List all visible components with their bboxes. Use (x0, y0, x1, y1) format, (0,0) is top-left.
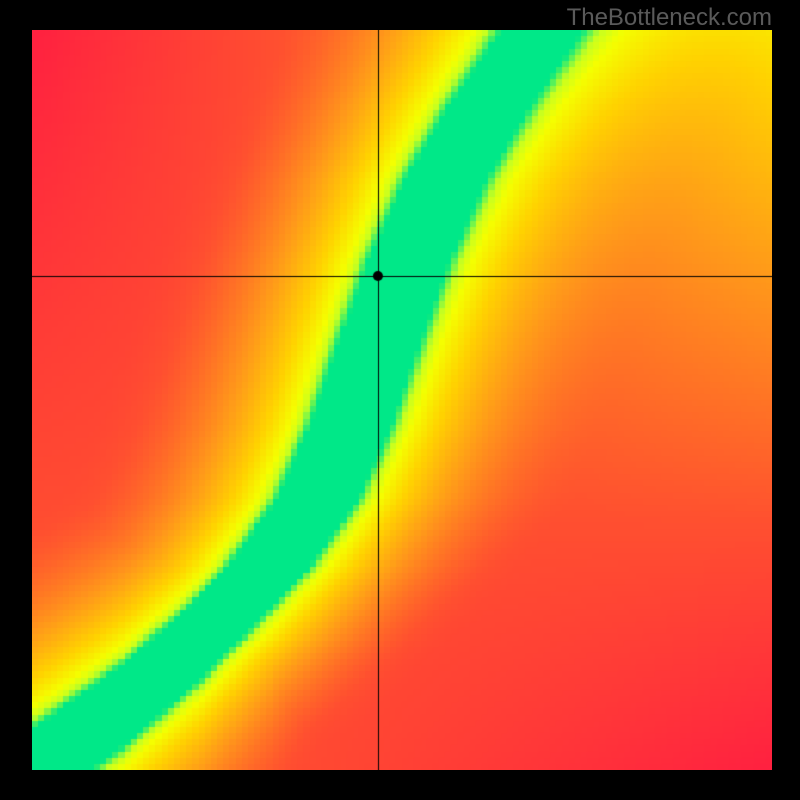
watermark-text: TheBottleneck.com (567, 4, 772, 32)
chart-container: TheBottleneck.com (0, 0, 800, 800)
bottleneck-heatmap (32, 30, 772, 770)
